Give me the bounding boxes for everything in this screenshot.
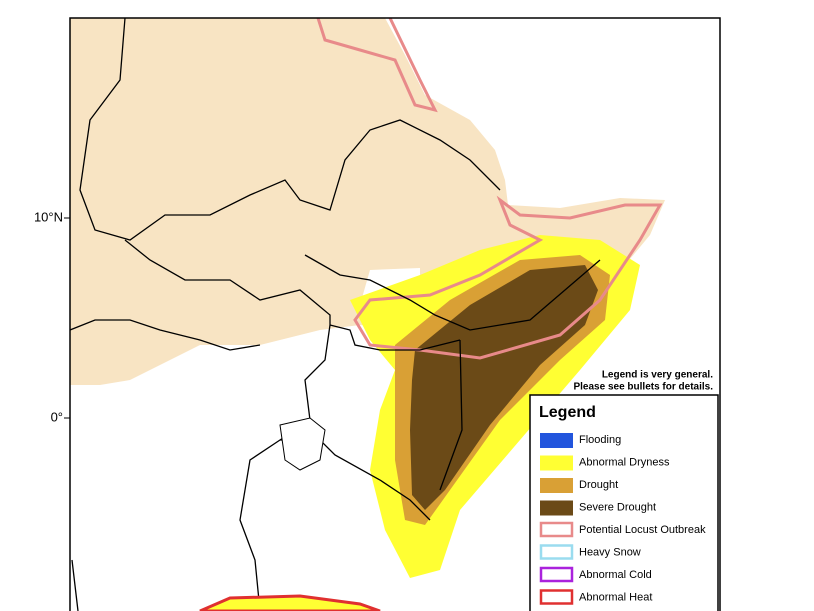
- map-frame: [69, 17, 721, 611]
- heat-outline: [199, 594, 381, 611]
- axis-label: 10°N: [34, 209, 63, 224]
- country-border: [70, 18, 601, 611]
- legend-label: Abnormal Dryness: [579, 456, 670, 468]
- legend-swatch: [540, 455, 573, 471]
- legend-label: Flooding: [579, 434, 621, 446]
- legend-swatch: [539, 566, 574, 583]
- note: Legend is very general.: [602, 370, 713, 381]
- axis-label: 0°: [51, 409, 63, 424]
- note: Please see bullets for details.: [573, 382, 713, 393]
- legend-label: Heavy Snow: [579, 546, 641, 558]
- legend-items: Flooding Abnormal Dryness Drought Severe Dr…: [539, 433, 706, 605]
- legend-swatch: [539, 521, 574, 538]
- legend-label: Abnormal Heat: [579, 591, 652, 603]
- legend-swatch: [539, 589, 574, 605]
- legend-title: Legend: [539, 404, 596, 421]
- legend-swatch: [540, 433, 573, 448]
- legend-label: Drought: [579, 479, 618, 491]
- legend-swatch: [539, 544, 574, 560]
- lake: [279, 417, 326, 471]
- severe-drought-area: [410, 265, 598, 510]
- legend-label: Potential Locust Outbreak: [579, 524, 706, 536]
- legend-swatch: [540, 478, 573, 493]
- legend-label: Severe Drought: [579, 501, 656, 513]
- legend-label: Abnormal Cold: [579, 569, 652, 581]
- map-body: [70, 18, 720, 611]
- locust-outline: [316, 18, 663, 360]
- legend-swatch: [540, 500, 573, 516]
